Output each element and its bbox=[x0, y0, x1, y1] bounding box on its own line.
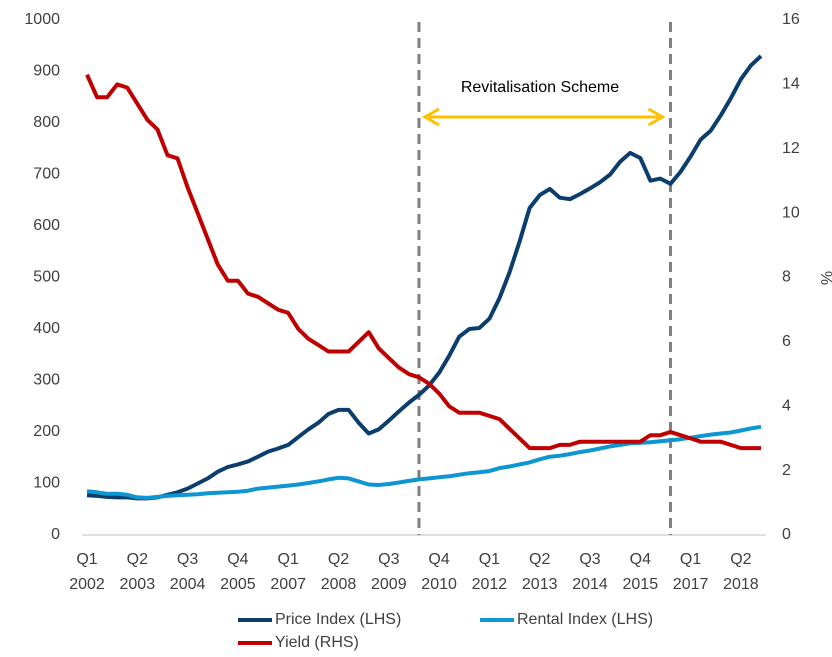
y2-tick-label: 4 bbox=[782, 397, 791, 414]
x-tick-label: Q3 bbox=[378, 551, 399, 568]
series-line bbox=[85, 73, 761, 451]
x-tick-label: 2012 bbox=[472, 576, 508, 593]
x-tick-label: Q1 bbox=[278, 551, 299, 568]
y-tick-label: 400 bbox=[33, 320, 60, 337]
x-tick-label: Q2 bbox=[328, 551, 349, 568]
x-tick-label: 2013 bbox=[522, 576, 558, 593]
x-tick-label: Q4 bbox=[630, 551, 651, 568]
y2-tick-label: 6 bbox=[782, 333, 791, 350]
x-tick-label: 2005 bbox=[220, 576, 256, 593]
y2-axis-label: % bbox=[817, 271, 832, 285]
x-tick-label: Q4 bbox=[227, 551, 248, 568]
x-tick-label: 2018 bbox=[723, 576, 759, 593]
y-tick-label: 200 bbox=[33, 423, 60, 440]
x-tick-label: 2014 bbox=[572, 576, 608, 593]
x-tick-label: Q1 bbox=[680, 551, 701, 568]
y-tick-label: 100 bbox=[33, 475, 60, 492]
y-tick-label: 300 bbox=[33, 372, 60, 389]
x-tick-label: 2009 bbox=[371, 576, 407, 593]
x-tick-label: 2004 bbox=[170, 576, 206, 593]
y2-tick-label: 8 bbox=[782, 269, 791, 286]
x-tick-label: Q2 bbox=[529, 551, 550, 568]
x-tick-label: Q4 bbox=[428, 551, 449, 568]
series-line bbox=[86, 424, 762, 500]
x-tick-label: 2015 bbox=[623, 576, 659, 593]
legend-label: Rental Index (LHS) bbox=[517, 611, 653, 628]
x-tick-label: 2010 bbox=[421, 576, 457, 593]
x-tick-label: Q1 bbox=[479, 551, 500, 568]
x-tick-label: 2008 bbox=[321, 576, 357, 593]
y-tick-label: 1000 bbox=[24, 11, 60, 28]
x-tick-label: 2002 bbox=[69, 576, 105, 593]
y2-tick-label: 10 bbox=[782, 204, 800, 221]
x-tick-label: 2003 bbox=[120, 576, 156, 593]
x-tick-label: Q2 bbox=[127, 551, 148, 568]
y-tick-label: 800 bbox=[33, 114, 60, 131]
x-tick-label: Q1 bbox=[76, 551, 97, 568]
x-tick-label: Q3 bbox=[177, 551, 198, 568]
y-tick-label: 700 bbox=[33, 166, 60, 183]
y-tick-label: 900 bbox=[33, 63, 60, 80]
y2-tick-label: 16 bbox=[782, 11, 800, 28]
arrow-head bbox=[421, 107, 440, 127]
x-tick-label: Q3 bbox=[579, 551, 600, 568]
x-tick-label: Q2 bbox=[730, 551, 751, 568]
y2-tick-label: 0 bbox=[782, 526, 791, 543]
legend-label: Price Index (LHS) bbox=[275, 611, 401, 628]
y-tick-label: 0 bbox=[51, 526, 60, 543]
x-tick-label: 2017 bbox=[673, 576, 709, 593]
series-line bbox=[86, 54, 763, 501]
y2-tick-label: 12 bbox=[782, 140, 800, 157]
x-tick-label: 2007 bbox=[270, 576, 306, 593]
y-tick-label: 600 bbox=[33, 217, 60, 234]
arrow-head bbox=[647, 107, 666, 127]
annotation: Revitalisation Scheme bbox=[461, 79, 619, 96]
y2-tick-label: 14 bbox=[782, 76, 800, 93]
y2-tick-label: 2 bbox=[782, 462, 791, 479]
y-tick-label: 500 bbox=[33, 269, 60, 286]
legend-label: Yield (RHS) bbox=[275, 634, 359, 651]
